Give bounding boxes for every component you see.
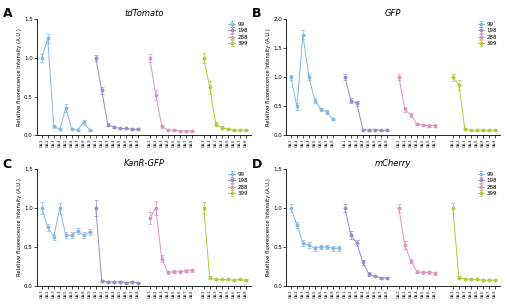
Legend: 99, 198, 288, 399: 99, 198, 288, 399	[477, 171, 498, 197]
Text: D: D	[252, 158, 262, 171]
Y-axis label: Relative fluorescence Intensity (A.U.): Relative fluorescence Intensity (A.U.)	[266, 178, 271, 276]
Legend: 99, 198, 288, 399: 99, 198, 288, 399	[227, 21, 249, 47]
Y-axis label: Relative fluorescence Intensity (A.U.): Relative fluorescence Intensity (A.U.)	[17, 178, 22, 276]
Legend: 99, 198, 288, 399: 99, 198, 288, 399	[477, 21, 498, 47]
Text: B: B	[252, 7, 262, 21]
Text: C: C	[3, 158, 12, 171]
Title: mCherry: mCherry	[375, 159, 411, 169]
Title: tdTomato: tdTomato	[124, 9, 164, 18]
Y-axis label: Relative fluorescence Intensity (A.U.): Relative fluorescence Intensity (A.U.)	[266, 28, 271, 126]
Title: KanR-GFP: KanR-GFP	[123, 159, 164, 169]
Title: GFP: GFP	[385, 9, 401, 18]
Legend: 99, 198, 288, 399: 99, 198, 288, 399	[227, 171, 249, 197]
Y-axis label: Relative fluorescence Intensity (A.U.): Relative fluorescence Intensity (A.U.)	[17, 28, 22, 126]
Text: A: A	[3, 7, 12, 21]
